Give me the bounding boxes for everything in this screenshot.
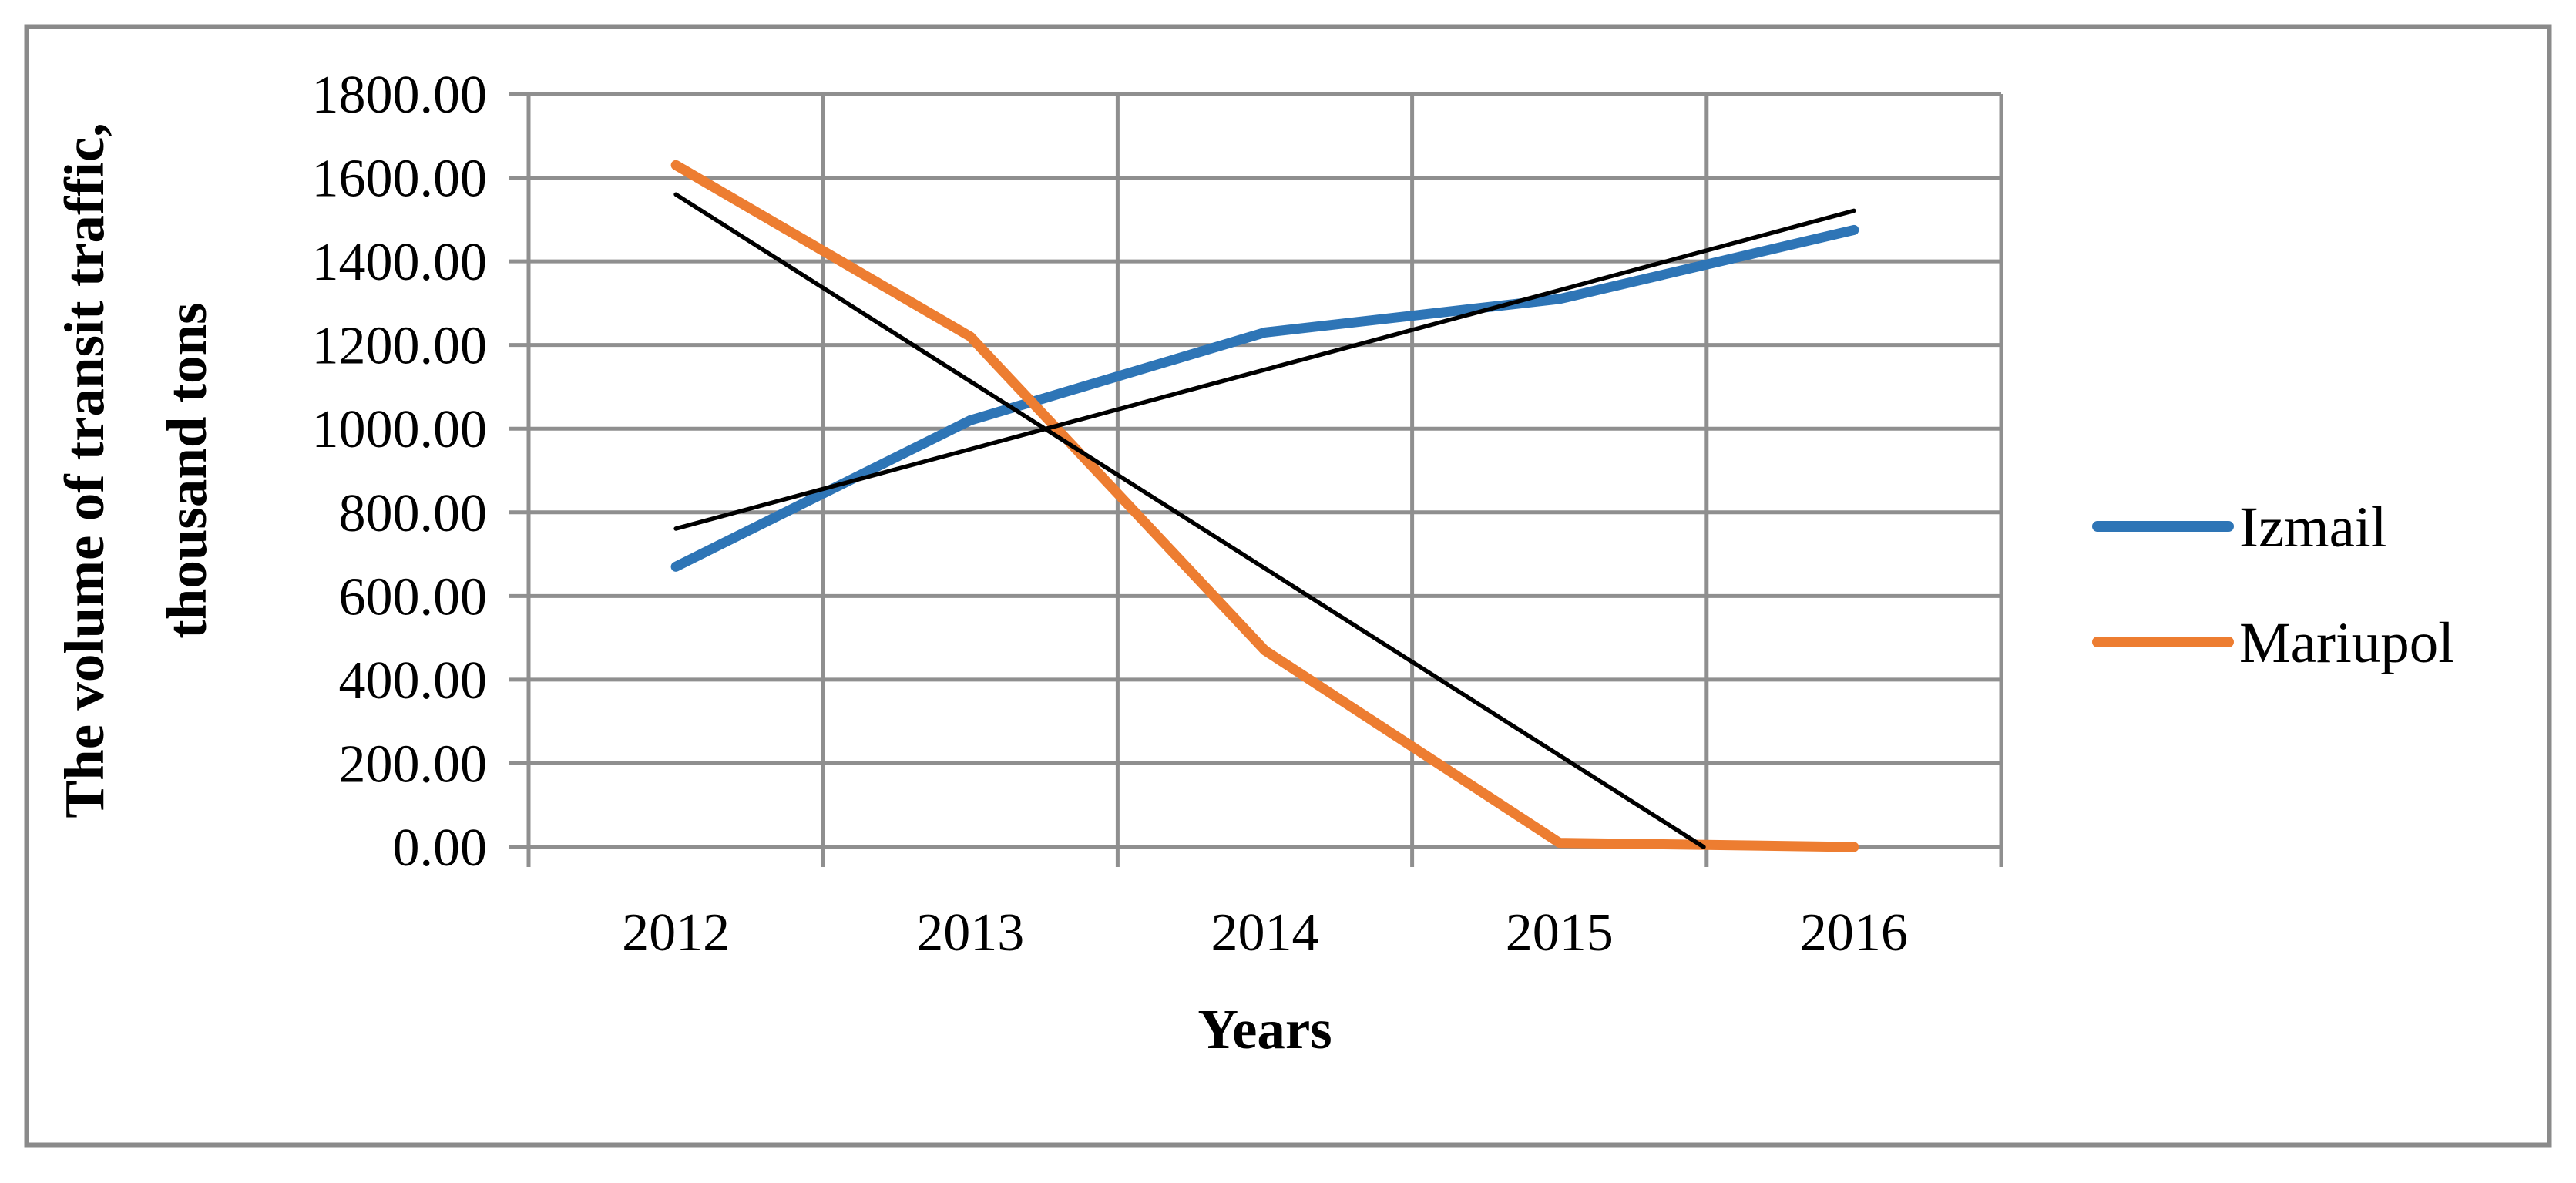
x-axis-title: Years [1197, 998, 1332, 1060]
y-tick-label: 1000.00 [312, 400, 488, 459]
x-tick-label: 2014 [1211, 903, 1319, 963]
y-tick-label: 200.00 [339, 734, 488, 794]
y-axis-title-line-2: thousand tons [156, 302, 218, 638]
trendline-izmail [673, 208, 1856, 531]
y-tick-label: 1200.00 [312, 317, 488, 376]
y-tick-label: 400.00 [339, 651, 488, 711]
x-tick-label: 2012 [622, 903, 730, 963]
series-line-izmail [670, 224, 1859, 572]
figure-border [24, 24, 2552, 1148]
series-line-mariupol [670, 160, 1859, 852]
y-tick-label: 800.00 [339, 484, 488, 543]
y-tick-label: 1400.00 [312, 233, 488, 292]
y-tick-label: 1800.00 [312, 66, 488, 125]
x-tick-label: 2013 [916, 903, 1024, 963]
y-axis-title-line-1: The volume of transit traffic, [53, 123, 116, 818]
legend-label-mariupol: Mariupol [2239, 611, 2454, 675]
x-tick-label: 2015 [1506, 903, 1614, 963]
y-tick-label: 600.00 [339, 567, 488, 627]
y-tick-label: 0.00 [393, 818, 488, 878]
legend-label-izmail: Izmail [2239, 496, 2387, 560]
y-tick-label: 1600.00 [312, 150, 488, 209]
trendline-mariupol [673, 192, 1706, 849]
x-tick-label: 2016 [1800, 903, 1908, 963]
